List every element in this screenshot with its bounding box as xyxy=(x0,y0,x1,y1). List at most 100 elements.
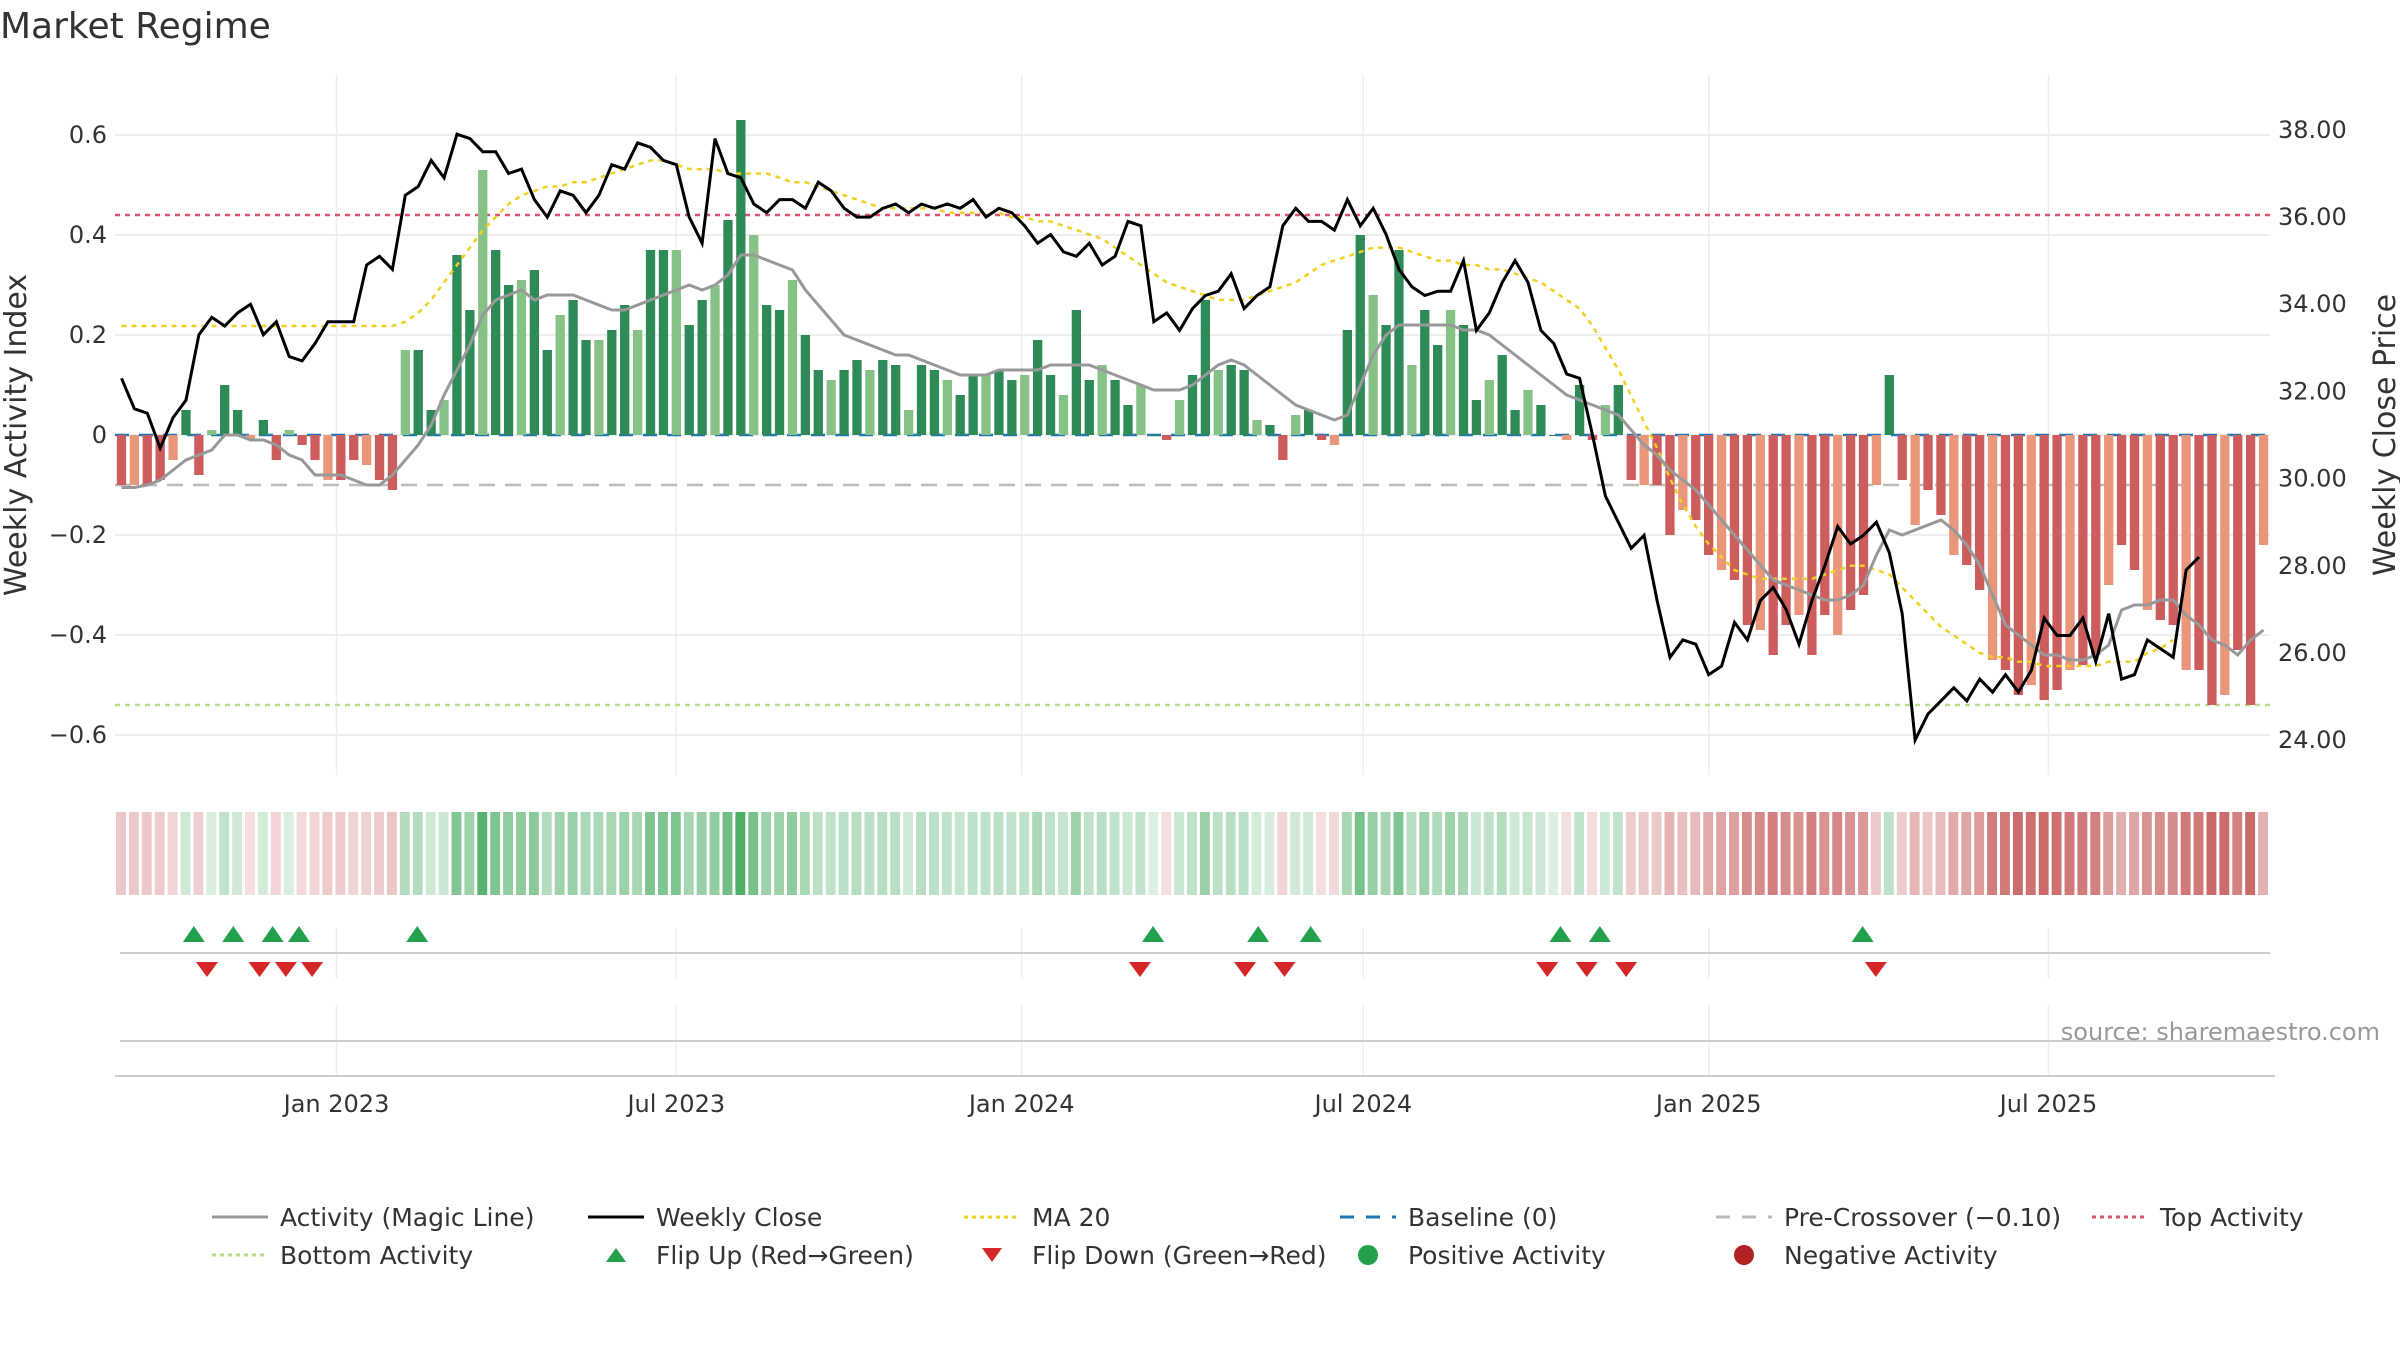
heatstrip-cell xyxy=(2000,812,2010,895)
legend-item: Negative Activity xyxy=(1714,1240,2090,1270)
heatstrip-cell xyxy=(928,812,939,895)
activity-bar xyxy=(1897,435,1907,480)
flip-down-marker xyxy=(1273,962,1296,977)
heatstrip-cell xyxy=(2141,812,2152,895)
legend-symbol-icon xyxy=(1716,1215,1772,1219)
legend-symbol-icon xyxy=(2092,1215,2148,1219)
heatstrip-cell xyxy=(438,812,449,895)
heatstrip-cell xyxy=(1083,812,1094,895)
heatstrip-cell xyxy=(1664,812,1675,895)
activity-bar xyxy=(1071,310,1082,435)
activity-bar xyxy=(839,370,849,435)
heatstrip-cell xyxy=(2167,812,2178,895)
activity-bar xyxy=(1962,435,1972,565)
activity-bar xyxy=(1484,380,1494,435)
heatstrip-cell xyxy=(554,812,565,895)
flip-down-marker xyxy=(1864,962,1887,977)
heatstrip-cell xyxy=(1316,812,1326,895)
heatstrip-cell xyxy=(683,812,694,895)
activity-bar xyxy=(168,435,178,460)
activity-bar xyxy=(2181,435,2191,670)
activity-bar xyxy=(1678,435,1688,510)
activity-bar xyxy=(1316,435,1327,440)
activity-bar xyxy=(1471,400,1482,435)
heatstrip-cell xyxy=(2245,812,2256,895)
heatstrip-cell xyxy=(386,812,397,895)
heatstrip-cell xyxy=(787,812,797,895)
activity-bar xyxy=(181,410,191,435)
activity-bar xyxy=(1084,380,1094,435)
heatstrip-cell xyxy=(1277,812,1288,895)
heatstrip-cell xyxy=(1135,812,1146,895)
heatstrip-cell xyxy=(2090,812,2101,895)
activity-bar xyxy=(697,300,707,435)
regime-heatstrip xyxy=(116,812,2268,895)
activity-bar xyxy=(684,325,694,435)
legend-symbol-icon xyxy=(212,1253,268,1257)
legend-label: Bottom Activity xyxy=(280,1240,474,1270)
heatstrip-cell xyxy=(219,812,230,895)
activity-bar xyxy=(1574,385,1585,435)
activity-bar xyxy=(271,435,281,460)
activity-bar xyxy=(413,350,423,435)
activity-bar xyxy=(1149,435,1159,436)
activity-bar xyxy=(1600,405,1611,435)
heatstrip-cell xyxy=(296,812,307,895)
heatstrip-cell xyxy=(1535,812,1546,895)
heatstrip-cell xyxy=(2154,812,2165,895)
heatstrip-cell xyxy=(980,812,991,895)
heatstrip-cell xyxy=(1225,812,1236,895)
activity-bar xyxy=(1058,395,1069,435)
activity-bar xyxy=(1445,310,1456,435)
activity-bar xyxy=(142,435,152,485)
heatstrip-cell xyxy=(1587,812,1597,895)
activity-bar xyxy=(903,410,914,435)
heatstrip-cell xyxy=(645,812,655,895)
activity-bar xyxy=(1162,435,1172,440)
activity-bar xyxy=(1975,435,1985,590)
heatstrip-cell xyxy=(2051,812,2062,895)
activity-bar xyxy=(632,330,643,435)
flip-up-marker xyxy=(182,926,205,942)
activity-bar xyxy=(1549,435,1559,436)
activity-bar xyxy=(1639,435,1649,485)
legend-symbol-icon xyxy=(1358,1245,1378,1265)
x-tick-label: Jul 2025 xyxy=(1998,1090,2098,1118)
activity-bar xyxy=(349,435,359,460)
activity-bar xyxy=(1820,435,1830,615)
y-left-tick-label: 0 xyxy=(92,421,107,449)
heatstrip-cell xyxy=(735,812,746,895)
heatstrip-cell xyxy=(1458,812,1468,895)
activity-bar xyxy=(491,250,501,435)
y-left-tick-label: 0.2 xyxy=(69,321,107,349)
heatstrip-cell xyxy=(206,812,217,895)
activity-bar xyxy=(1265,425,1275,435)
activity-bar xyxy=(1716,435,1727,570)
activity-bar xyxy=(1200,300,1211,435)
activity-bar xyxy=(1510,410,1520,435)
heatstrip-cell xyxy=(1832,812,1843,895)
flip-down-marker xyxy=(248,962,271,977)
activity-bar xyxy=(1110,380,1120,435)
legend-label: Baseline (0) xyxy=(1408,1202,1558,1232)
heatstrip-cell xyxy=(1367,812,1378,895)
y-right-tick-label: 34.00 xyxy=(2278,290,2347,318)
y-left-tick-label: −0.6 xyxy=(49,721,107,749)
activity-bar xyxy=(1033,340,1043,435)
activity-bars xyxy=(116,120,2269,705)
heatstrip-cell xyxy=(309,812,320,895)
chart-canvas: 0.6 0.4 0.2 0 −0.2 −0.4 −0.6 38.00 36.00 34.00 32.… xyxy=(0,75,2400,1118)
heatstrip-cell xyxy=(812,812,823,895)
flip-markers xyxy=(182,926,1887,977)
heatstrip-cell xyxy=(567,812,578,895)
legend-item: Flip Down (Green→Red) xyxy=(962,1240,1338,1270)
activity-bar xyxy=(1278,435,1288,460)
heatstrip-cell xyxy=(619,812,630,895)
weekly-close-line xyxy=(120,132,2201,746)
grid-lines xyxy=(115,75,2270,1075)
heatstrip-cell xyxy=(1870,812,1881,895)
y-left-tick-label: −0.2 xyxy=(49,521,107,549)
heatstrip-cell xyxy=(1354,812,1365,895)
activity-bar xyxy=(826,380,836,435)
heatstrip-cell xyxy=(967,812,978,895)
